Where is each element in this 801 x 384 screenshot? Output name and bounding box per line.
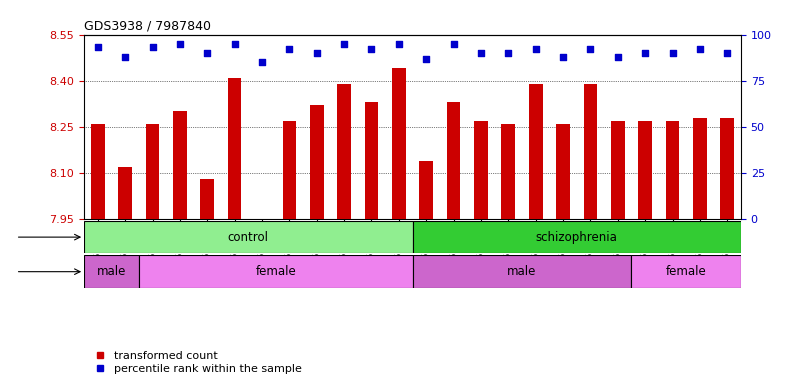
Bar <box>256 219 269 225</box>
Point <box>119 54 131 60</box>
Bar <box>413 255 631 288</box>
Text: male: male <box>507 265 537 278</box>
Text: schizophrenia: schizophrenia <box>536 231 618 243</box>
Point <box>201 50 214 56</box>
Bar <box>227 78 241 219</box>
Bar <box>146 124 159 219</box>
Bar <box>474 121 488 219</box>
Bar <box>611 121 625 219</box>
Bar <box>447 102 461 219</box>
Bar <box>310 105 324 219</box>
Bar <box>392 68 405 219</box>
Point <box>338 41 351 47</box>
Bar <box>631 255 741 288</box>
Legend: transformed count, percentile rank within the sample: transformed count, percentile rank withi… <box>90 346 307 379</box>
Point <box>365 46 378 52</box>
Text: male: male <box>97 265 127 278</box>
Bar <box>501 124 515 219</box>
Point <box>666 50 679 56</box>
Bar <box>693 118 706 219</box>
Bar <box>529 84 542 219</box>
Bar <box>413 221 741 253</box>
Bar <box>283 121 296 219</box>
Point <box>283 46 296 52</box>
Point <box>638 50 651 56</box>
Point <box>420 55 433 61</box>
Bar <box>638 121 652 219</box>
Bar <box>173 111 187 219</box>
Bar <box>119 167 132 219</box>
Bar <box>84 221 413 253</box>
Bar <box>556 124 570 219</box>
Point <box>474 50 487 56</box>
Point <box>256 59 268 65</box>
Bar <box>666 121 679 219</box>
Bar <box>584 84 598 219</box>
Point <box>174 41 187 47</box>
Point <box>557 54 570 60</box>
Text: control: control <box>227 231 269 243</box>
Point <box>721 50 734 56</box>
Text: female: female <box>666 265 706 278</box>
Point <box>228 41 241 47</box>
Point <box>310 50 323 56</box>
Point <box>529 46 542 52</box>
Point <box>502 50 515 56</box>
Bar <box>200 179 214 219</box>
Point <box>146 45 159 51</box>
Text: GDS3938 / 7987840: GDS3938 / 7987840 <box>84 19 211 32</box>
Point <box>584 46 597 52</box>
Point <box>694 46 706 52</box>
Bar <box>720 118 734 219</box>
Text: female: female <box>256 265 296 278</box>
Point <box>91 45 104 51</box>
Point <box>392 41 405 47</box>
Bar <box>139 255 413 288</box>
Point <box>447 41 460 47</box>
Bar <box>91 124 105 219</box>
Bar <box>364 102 378 219</box>
Bar <box>420 161 433 219</box>
Point <box>611 54 624 60</box>
Bar <box>84 255 139 288</box>
Bar <box>337 84 351 219</box>
